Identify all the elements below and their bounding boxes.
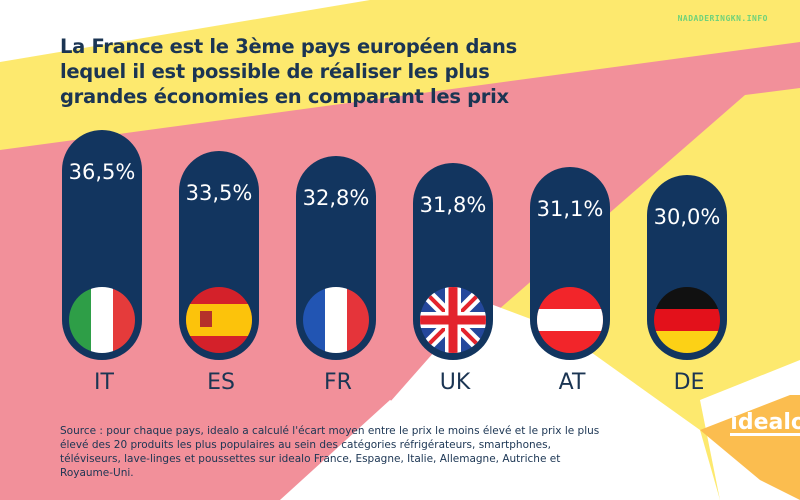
category-label: IT — [94, 370, 114, 395]
category-label: AT — [558, 370, 586, 395]
bar-at: 31,1% — [530, 167, 610, 360]
logo-text: idealo — [730, 410, 800, 435]
value-label: 31,8% — [419, 192, 487, 217]
bar-es: 33,5% — [179, 150, 259, 360]
category-label: DE — [673, 370, 705, 395]
value-label: 33,5% — [185, 180, 253, 205]
category-label: ES — [207, 370, 235, 395]
category-label: FR — [324, 370, 352, 395]
chart-title: La France est le 3ème pays européen dans… — [60, 35, 517, 108]
uk-flag-icon — [420, 286, 486, 353]
watermark: NADADERINGKN.INFO — [677, 14, 768, 23]
germany-flag-icon — [654, 287, 720, 353]
bar-fr: 32,8% — [296, 155, 376, 360]
category-label: UK — [439, 370, 471, 395]
austria-flag-icon — [537, 286, 603, 353]
france-flag-icon — [303, 286, 369, 353]
bar-it: 36,5% — [62, 130, 142, 360]
bar-uk: 31,8% — [413, 162, 493, 360]
value-label: 31,1% — [536, 197, 604, 222]
spain-flag-icon — [186, 286, 252, 353]
value-label: 36,5% — [68, 160, 136, 185]
italy-flag-icon — [69, 286, 135, 353]
value-label: 32,8% — [302, 185, 370, 210]
idealo-logo: idealo — [730, 410, 800, 436]
bar-de: 30,0% — [647, 175, 727, 360]
source-note: Source : pour chaque pays, idealo a calc… — [60, 425, 600, 479]
value-label: 30,0% — [653, 205, 721, 229]
